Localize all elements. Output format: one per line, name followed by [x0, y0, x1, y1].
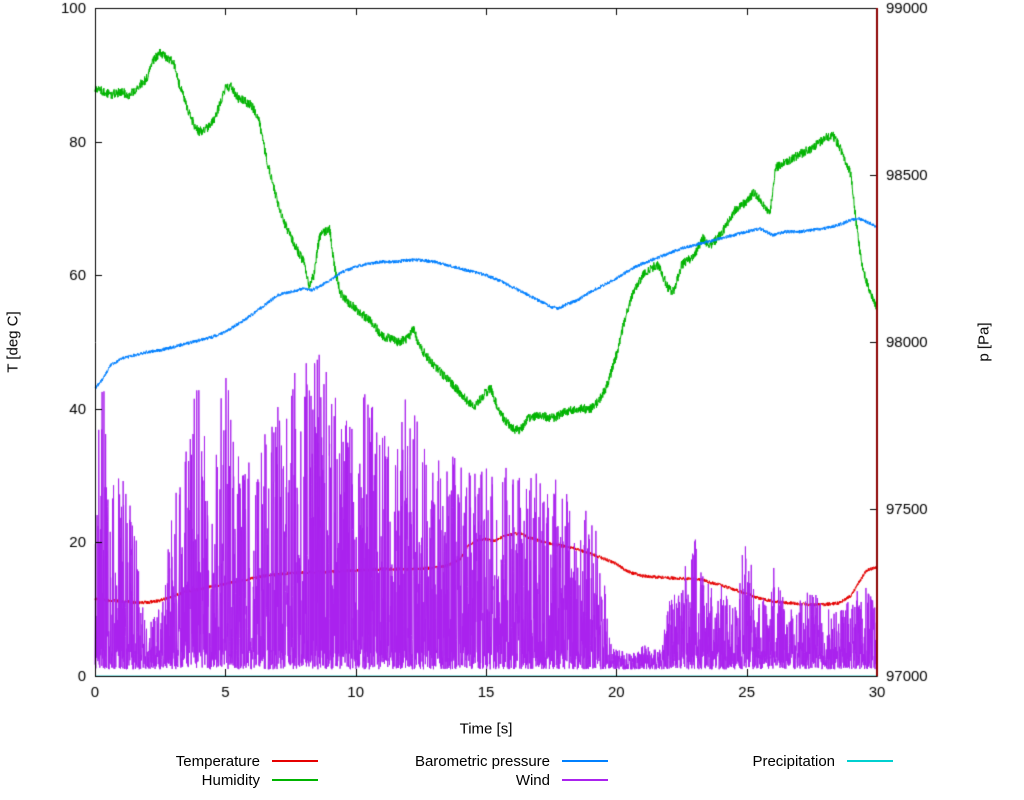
y-axis-label-right: p [Pa] [975, 322, 993, 362]
legend-swatch-temperature [272, 760, 318, 762]
legend-swatch-precipitation [847, 760, 893, 762]
legend-swatch-wind [562, 779, 608, 781]
legend-swatch-humidity [272, 779, 318, 781]
legend-label-precipitation: Precipitation [752, 752, 835, 770]
x-axis-label: Time [s] [459, 720, 513, 738]
legend-item-precipitation: Precipitation [752, 752, 893, 770]
legend-label-humidity: Humidity [201, 771, 260, 789]
legend-item-wind: Wind [516, 771, 608, 789]
legend-item-temperature: Temperature [176, 752, 318, 770]
legend-label-wind: Wind [515, 771, 550, 789]
legend-label-barometric-pressure: Barometric pressure [414, 752, 550, 770]
legend-item-humidity: Humidity [202, 771, 318, 789]
legend-label-temperature: Temperature [175, 752, 260, 770]
chart-canvas [0, 0, 1024, 745]
legend-item-barometric-pressure: Barometric pressure [415, 752, 608, 770]
legend-swatch-barometric-pressure [562, 760, 608, 762]
y-axis-label-left: T [deg C] [4, 311, 22, 373]
